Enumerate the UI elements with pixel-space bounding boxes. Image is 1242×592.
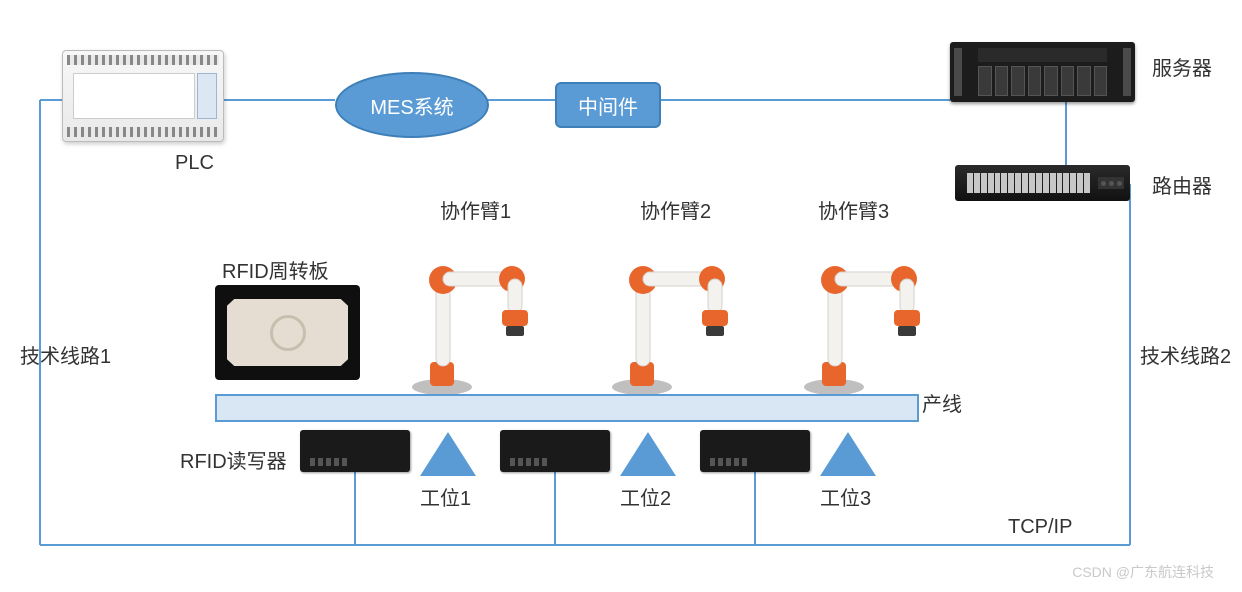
tech-route-2-label: 技术线路2 (1140, 340, 1231, 369)
watermark: CSDN @广东航连科技 (1072, 562, 1214, 582)
robot-arm-2 (590, 222, 740, 397)
station-2-label: 工位2 (620, 482, 671, 511)
rfid-tray (215, 285, 360, 380)
prod-line-label: 产线 (922, 388, 962, 417)
server-device (950, 42, 1135, 102)
rfid-reader-3 (700, 430, 810, 472)
station-3-marker (820, 432, 876, 476)
mes-label: MES系统 (370, 91, 453, 120)
robot-arm-3 (782, 222, 932, 397)
station-1-marker (420, 432, 476, 476)
production-line (215, 394, 919, 422)
router-device (955, 165, 1130, 201)
arm3-label: 协作臂3 (818, 195, 889, 224)
middleware-label: 中间件 (578, 91, 638, 120)
router-label: 路由器 (1152, 170, 1212, 199)
rfid-reader-2 (500, 430, 610, 472)
mes-node: MES系统 (335, 72, 489, 138)
middleware-node: 中间件 (555, 82, 661, 128)
robot-arm-1 (390, 222, 540, 397)
station-3-label: 工位3 (820, 482, 871, 511)
diagram-canvas: { "colors": { "line": "#5b9bd5", "fill_l… (0, 0, 1242, 592)
tcpip-label: TCP/IP (1008, 516, 1072, 539)
plc-label: PLC (175, 152, 214, 175)
plc-device (62, 50, 224, 142)
rfid-tray-label: RFID周转板 (222, 255, 329, 284)
station-2-marker (620, 432, 676, 476)
server-label: 服务器 (1152, 52, 1212, 81)
tech-route-1-label: 技术线路1 (20, 340, 111, 369)
rfid-reader-1 (300, 430, 410, 472)
rfid-reader-label: RFID读写器 (180, 445, 287, 474)
arm2-label: 协作臂2 (640, 195, 711, 224)
station-1-label: 工位1 (420, 482, 471, 511)
arm1-label: 协作臂1 (440, 195, 511, 224)
